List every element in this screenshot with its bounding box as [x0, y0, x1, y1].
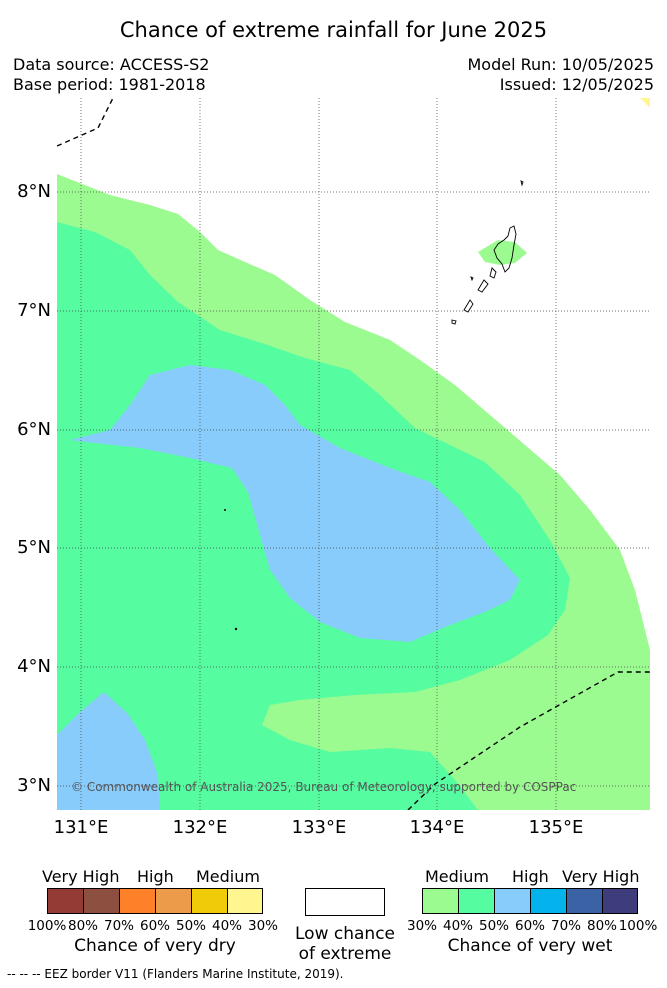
- lat-label-8n: 8°N: [17, 181, 51, 202]
- lat-label-5n: 5°N: [17, 537, 51, 558]
- wet-swatch-1: [422, 888, 458, 914]
- wet-color-scale: [422, 888, 638, 914]
- dry-tick-40: 40%: [211, 918, 242, 934]
- model-run: Model Run: 10/05/2025: [467, 55, 655, 74]
- wet-caption: Chance of very wet: [447, 936, 613, 956]
- map-title: Chance of extreme rainfall for June 2025: [119, 18, 548, 42]
- dry-swatch-3: [119, 888, 155, 914]
- zone-yellow-corner: [640, 98, 650, 108]
- lat-label-6n: 6°N: [17, 419, 51, 440]
- wet-tick-40: 40%: [442, 918, 473, 934]
- lon-label-134e: 134°E: [409, 817, 465, 838]
- low-chance-line2: of extreme: [298, 944, 392, 964]
- low-chance-swatch: [305, 888, 385, 916]
- dry-swatch-4: [155, 888, 191, 914]
- low-chance-line1: Low chance: [295, 924, 395, 944]
- dry-category-medium: Medium: [196, 867, 260, 886]
- wet-tick-50: 50%: [478, 918, 509, 934]
- wet-category-very-high: Very High: [562, 867, 640, 886]
- dry-category-very-high: Very High: [42, 867, 120, 886]
- dry-tick-60: 60%: [139, 918, 170, 934]
- wet-tick-60: 60%: [514, 918, 545, 934]
- wet-swatch-6: [602, 888, 638, 914]
- dry-tick-100: 100%: [27, 918, 67, 934]
- dry-caption: Chance of very dry: [74, 936, 236, 956]
- lat-label-3n: 3°N: [17, 775, 51, 796]
- zone-palau-green: [478, 240, 527, 265]
- lon-label-133e: 133°E: [291, 817, 347, 838]
- lat-label-4n: 4°N: [17, 656, 51, 677]
- zone-light-blue: [70, 365, 520, 642]
- copyright-notice: © Commonwealth of Australia 2025, Bureau…: [71, 780, 577, 794]
- dry-category-high: High: [137, 867, 174, 886]
- eez-footer-note: -- -- -- EEZ border V11 (Flanders Marine…: [7, 967, 344, 981]
- dry-swatch-6: [227, 888, 263, 914]
- dry-swatch-1: [47, 888, 83, 914]
- dry-tick-80: 80%: [67, 918, 98, 934]
- wet-category-medium: Medium: [425, 867, 489, 886]
- wet-category-high: High: [512, 867, 549, 886]
- dry-color-scale: [47, 888, 263, 914]
- rainfall-map: [57, 98, 650, 810]
- wet-tick-80: 80%: [586, 918, 617, 934]
- lon-label-132e: 132°E: [172, 817, 228, 838]
- dry-swatch-2: [83, 888, 119, 914]
- wet-tick-100: 100%: [618, 918, 658, 934]
- dry-tick-50: 50%: [175, 918, 206, 934]
- dry-tick-30: 30%: [247, 918, 278, 934]
- wet-swatch-2: [458, 888, 494, 914]
- base-period: Base period: 1981-2018: [13, 75, 206, 94]
- lon-label-131e: 131°E: [53, 817, 109, 838]
- dry-tick-70: 70%: [103, 918, 134, 934]
- eez-border: [57, 98, 650, 810]
- wet-tick-30: 30%: [406, 918, 437, 934]
- lon-label-135e: 135°E: [528, 817, 584, 838]
- lat-label-7n: 7°N: [17, 300, 51, 321]
- wet-swatch-3: [494, 888, 530, 914]
- palau-islands: [451, 180, 524, 325]
- zone-light-blue-southwest: [57, 692, 160, 810]
- wet-tick-70: 70%: [550, 918, 581, 934]
- wet-swatch-4: [530, 888, 566, 914]
- wet-swatch-5: [566, 888, 602, 914]
- small-islets: [224, 509, 238, 631]
- issued-date: Issued: 12/05/2025: [499, 75, 654, 94]
- dry-swatch-5: [191, 888, 227, 914]
- data-source: Data source: ACCESS-S2: [13, 55, 210, 74]
